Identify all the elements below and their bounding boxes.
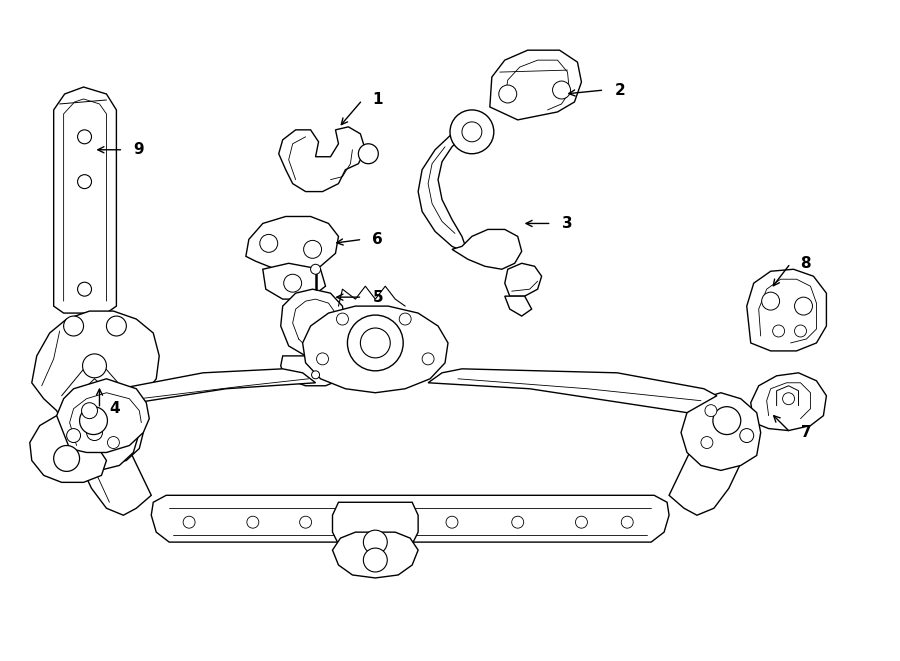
Circle shape [400,313,411,325]
Polygon shape [302,306,448,393]
Circle shape [77,175,92,188]
Circle shape [701,436,713,449]
Polygon shape [246,217,338,271]
Circle shape [512,516,524,528]
Polygon shape [505,263,542,296]
Circle shape [82,403,97,418]
Polygon shape [32,311,159,449]
Circle shape [772,325,785,337]
Polygon shape [751,373,826,430]
Text: 5: 5 [373,290,383,305]
Text: 2: 2 [615,83,626,98]
Polygon shape [57,379,149,453]
Circle shape [358,144,378,164]
Polygon shape [54,87,116,313]
Circle shape [54,446,79,471]
Polygon shape [428,369,717,412]
Circle shape [450,110,494,154]
Text: 4: 4 [110,401,120,416]
Polygon shape [490,50,581,120]
Circle shape [303,241,321,258]
Text: 9: 9 [133,142,144,157]
Circle shape [360,328,391,358]
Circle shape [83,354,106,378]
Polygon shape [279,127,365,192]
Circle shape [575,516,588,528]
Circle shape [107,436,120,449]
Circle shape [67,428,81,442]
Polygon shape [69,396,151,515]
Circle shape [317,353,328,365]
Circle shape [79,407,107,434]
Circle shape [713,407,741,434]
Circle shape [462,122,482,142]
Circle shape [740,428,753,442]
Polygon shape [263,263,326,299]
Circle shape [284,274,302,292]
Circle shape [86,424,103,440]
Circle shape [310,264,320,274]
Circle shape [795,325,806,337]
Polygon shape [69,396,143,465]
Text: 1: 1 [373,93,382,108]
Circle shape [77,282,92,296]
Circle shape [260,235,278,253]
Circle shape [337,313,348,325]
Circle shape [347,315,403,371]
Text: 6: 6 [373,232,383,247]
Polygon shape [747,269,826,351]
Polygon shape [332,532,419,578]
Circle shape [705,405,717,416]
Circle shape [311,371,320,379]
Polygon shape [151,495,669,542]
Circle shape [364,530,387,554]
Circle shape [422,353,434,365]
Polygon shape [452,229,522,269]
Polygon shape [59,393,140,471]
Circle shape [795,297,813,315]
Circle shape [499,85,517,103]
Polygon shape [106,369,316,408]
Text: 3: 3 [562,216,572,231]
Circle shape [183,516,195,528]
Circle shape [761,292,779,310]
Circle shape [64,316,84,336]
Text: 8: 8 [800,256,811,271]
Polygon shape [332,502,419,562]
Circle shape [364,548,387,572]
Polygon shape [681,393,760,471]
Polygon shape [505,296,532,316]
Polygon shape [418,134,468,253]
Circle shape [300,516,311,528]
Polygon shape [669,396,751,515]
Circle shape [106,316,126,336]
Circle shape [783,393,795,405]
Text: 7: 7 [800,425,811,440]
Circle shape [446,516,458,528]
Circle shape [621,516,634,528]
Circle shape [553,81,571,99]
Circle shape [77,130,92,144]
Polygon shape [281,289,346,356]
Polygon shape [30,416,106,483]
Polygon shape [281,356,346,386]
Circle shape [247,516,259,528]
